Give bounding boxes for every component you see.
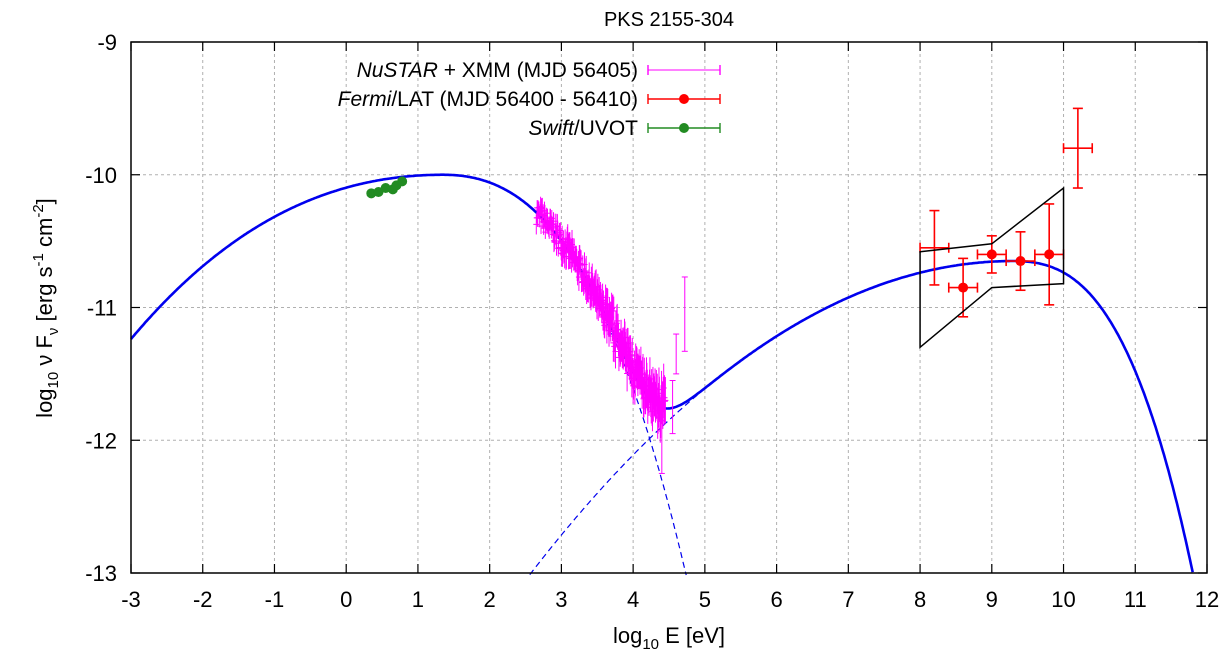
y-tick-label: -12 <box>85 428 117 453</box>
x-tick-label: 0 <box>340 587 352 612</box>
legend-label-rest: /LAT (MJD 56400 - 56410) <box>391 88 638 111</box>
legend-label-italic: Fermi <box>338 88 393 111</box>
data-points <box>366 107 1094 474</box>
legend-label-rest: + XMM (MJD 56405) <box>438 59 638 82</box>
x-tick-label: 5 <box>699 587 711 612</box>
butterfly-bowtie <box>919 186 1065 349</box>
x-tick-label: 3 <box>555 587 567 612</box>
x-tick-label: 11 <box>1124 587 1147 612</box>
legend-marker <box>679 123 689 133</box>
y-tick-label: -10 <box>85 163 117 188</box>
x-tick-label: 12 <box>1195 587 1219 612</box>
fermi-lat-point <box>986 249 997 260</box>
x-tick-label: -3 <box>121 587 141 612</box>
x-tick-label: 10 <box>1051 587 1075 612</box>
y-tick-label: -9 <box>97 30 117 55</box>
grid <box>131 42 1207 573</box>
x-tick-label: 2 <box>484 587 496 612</box>
inverse-compton-component <box>529 326 792 575</box>
x-tick-label: 8 <box>914 587 926 612</box>
legend: NuSTAR + XMM (MJD 56405) Fermi/LAT (MJD 5… <box>338 59 721 140</box>
legend-marker <box>679 94 689 104</box>
legend-label-italic: NuSTAR <box>357 59 438 82</box>
x-tick-label: 7 <box>842 587 854 612</box>
legend-label: Fermi/LAT (MJD 56400 - 56410) <box>338 88 638 111</box>
legend-label: NuSTAR + XMM (MJD 56405) <box>357 59 638 82</box>
fermi-lat-point <box>958 282 969 293</box>
fermi-lat-point <box>1044 249 1055 260</box>
y-tick-label: -11 <box>87 296 117 321</box>
legend-label-rest: /UVOT <box>574 117 638 140</box>
x-axis-label: log10 E [eV] <box>613 623 725 653</box>
x-tick-label: 9 <box>986 587 998 612</box>
fermi-butterfly <box>919 186 1065 349</box>
legend-label-italic: Swift <box>528 117 575 140</box>
x-tick-label: 6 <box>770 587 782 612</box>
x-tick-label: 4 <box>627 587 639 612</box>
swift-uvot-point <box>397 176 408 187</box>
x-tick-label: -2 <box>193 587 213 612</box>
chart-title: PKS 2155-304 <box>604 9 734 31</box>
legend-label: Swift/UVOT <box>528 117 638 140</box>
ticks: -3 -2 -1 0 1 2 3 4 5 6 7 8 9 10 11 12-13-12-11-10-9 <box>85 30 1219 612</box>
x-tick-label: 1 <box>412 587 424 612</box>
y-axis-label: log10 ν Fν [erg s-1 cm-2] <box>30 198 62 418</box>
y-tick-label: -13 <box>85 561 117 586</box>
x-tick-label: -1 <box>265 587 285 612</box>
fermi-lat-point <box>1015 256 1026 267</box>
